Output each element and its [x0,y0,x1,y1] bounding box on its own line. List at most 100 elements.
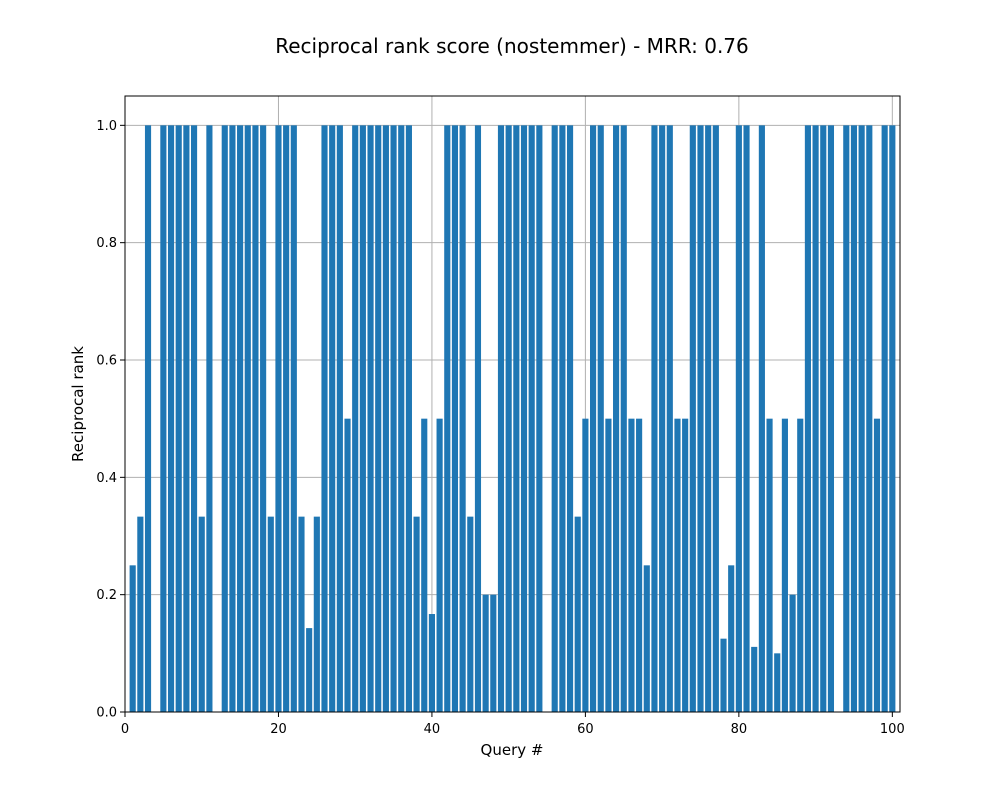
bar [513,125,520,713]
bar [137,516,144,712]
bar [459,125,466,713]
bar [735,125,742,713]
x-tick-label: 20 [270,722,287,737]
bar [889,125,896,713]
bar [697,125,704,713]
bar [590,125,597,713]
bar [636,418,643,712]
bar [206,125,213,713]
bar [705,125,712,713]
bar [682,418,689,712]
y-tick-label: 0.0 [96,706,117,721]
bar [781,418,788,712]
bar [229,125,236,713]
x-tick-label: 60 [577,722,594,737]
bar [298,516,305,712]
y-tick-label: 0.8 [96,236,117,251]
bar [812,125,819,713]
bar [482,594,489,712]
bar [183,125,190,713]
x-tick-label: 40 [424,722,441,737]
bar [336,125,343,713]
bar [290,125,297,713]
x-tick-label: 100 [880,722,905,737]
x-axis: 0 20 40 60 80 100 [121,712,905,737]
bar [344,418,351,712]
bar [390,125,397,713]
bar [375,125,382,713]
bar [244,125,251,713]
bar [597,125,604,713]
bar [605,418,612,712]
bar [651,125,658,713]
chart-title: Reciprocal rank score (nostemmer) - MRR:… [275,34,749,58]
bar [398,125,405,713]
bar [674,418,681,712]
bar [628,418,635,712]
bar [359,125,366,713]
bar [789,594,796,712]
bar [520,125,528,713]
bar [260,125,267,713]
bar [858,125,865,713]
bar [444,125,451,713]
bar [804,125,811,713]
bar [467,516,474,712]
bar [497,125,505,713]
bar [382,125,389,713]
bar [873,418,881,712]
bar [820,125,827,713]
bar [474,125,482,713]
bar [551,125,558,713]
bar [751,646,758,712]
bar [436,418,443,712]
bar [198,516,205,712]
bar [129,565,136,712]
bar [490,594,497,712]
y-tick-label: 0.6 [96,354,117,369]
y-tick-label: 0.2 [96,588,117,603]
bar [659,125,666,713]
bar [643,565,650,712]
bar [712,125,719,713]
bar [720,638,727,712]
x-tick-label: 0 [121,722,129,737]
bar [559,125,566,713]
bar [306,628,313,712]
bar [689,125,696,713]
bar [190,125,198,713]
bar [252,125,259,713]
bar [536,125,543,713]
bar [167,125,175,713]
y-tick-label: 0.4 [96,471,117,486]
bar [405,125,412,713]
bar [766,418,773,712]
bar [574,516,581,712]
bar [313,516,320,712]
bar [505,125,512,713]
y-axis: 0.0 0.2 0.4 0.6 0.8 1.0 [96,119,125,721]
bar [283,125,290,713]
x-tick-label: 80 [731,722,748,737]
bar [620,125,627,713]
bar [666,125,673,713]
plot-frame [124,95,901,713]
x-axis-label: Query # [481,741,544,759]
bar [352,125,359,713]
bar [175,125,182,713]
bar [881,125,888,713]
bar [221,125,228,713]
y-tick-label: 1.0 [96,119,117,134]
bar [613,125,620,713]
bar [758,125,765,713]
bar [321,125,328,713]
bar [728,565,735,712]
bar [827,125,835,713]
bar [582,418,589,712]
y-axis-label: Reciprocal rank [69,346,87,462]
bar [237,125,244,713]
bar [797,418,804,712]
bar [421,418,428,712]
bar [850,125,858,713]
